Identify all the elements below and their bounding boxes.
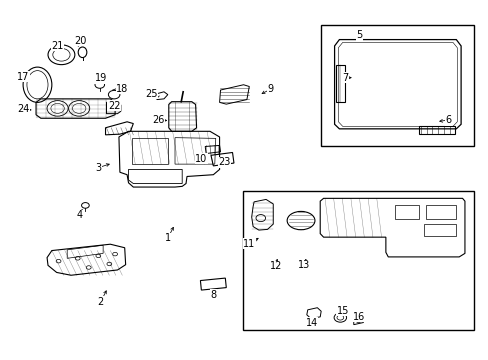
Text: 25: 25 — [144, 89, 157, 99]
Text: 22: 22 — [108, 101, 120, 111]
Text: 14: 14 — [305, 318, 317, 328]
Text: 17: 17 — [17, 72, 29, 82]
Text: 7: 7 — [341, 73, 347, 83]
Text: 23: 23 — [218, 157, 230, 167]
Text: 12: 12 — [269, 261, 281, 271]
Text: 5: 5 — [356, 30, 362, 40]
Text: 2: 2 — [98, 297, 103, 307]
Text: 9: 9 — [267, 84, 273, 94]
Text: 18: 18 — [116, 84, 128, 94]
Text: 11: 11 — [243, 239, 255, 248]
Text: 24: 24 — [17, 104, 29, 114]
Text: 3: 3 — [95, 163, 101, 173]
Text: 15: 15 — [336, 306, 348, 315]
Bar — [243, 190, 472, 330]
Text: 20: 20 — [74, 36, 86, 46]
Text: 21: 21 — [51, 41, 63, 51]
Bar — [321, 25, 472, 147]
Text: 19: 19 — [94, 73, 107, 84]
Text: 4: 4 — [76, 210, 82, 220]
Text: 8: 8 — [210, 290, 216, 300]
Text: 13: 13 — [298, 260, 310, 270]
Text: 6: 6 — [444, 115, 450, 125]
Text: 26: 26 — [152, 115, 164, 125]
Text: 16: 16 — [353, 312, 365, 322]
Bar — [335, 66, 345, 102]
Text: 1: 1 — [164, 233, 170, 243]
Text: 10: 10 — [195, 154, 207, 164]
